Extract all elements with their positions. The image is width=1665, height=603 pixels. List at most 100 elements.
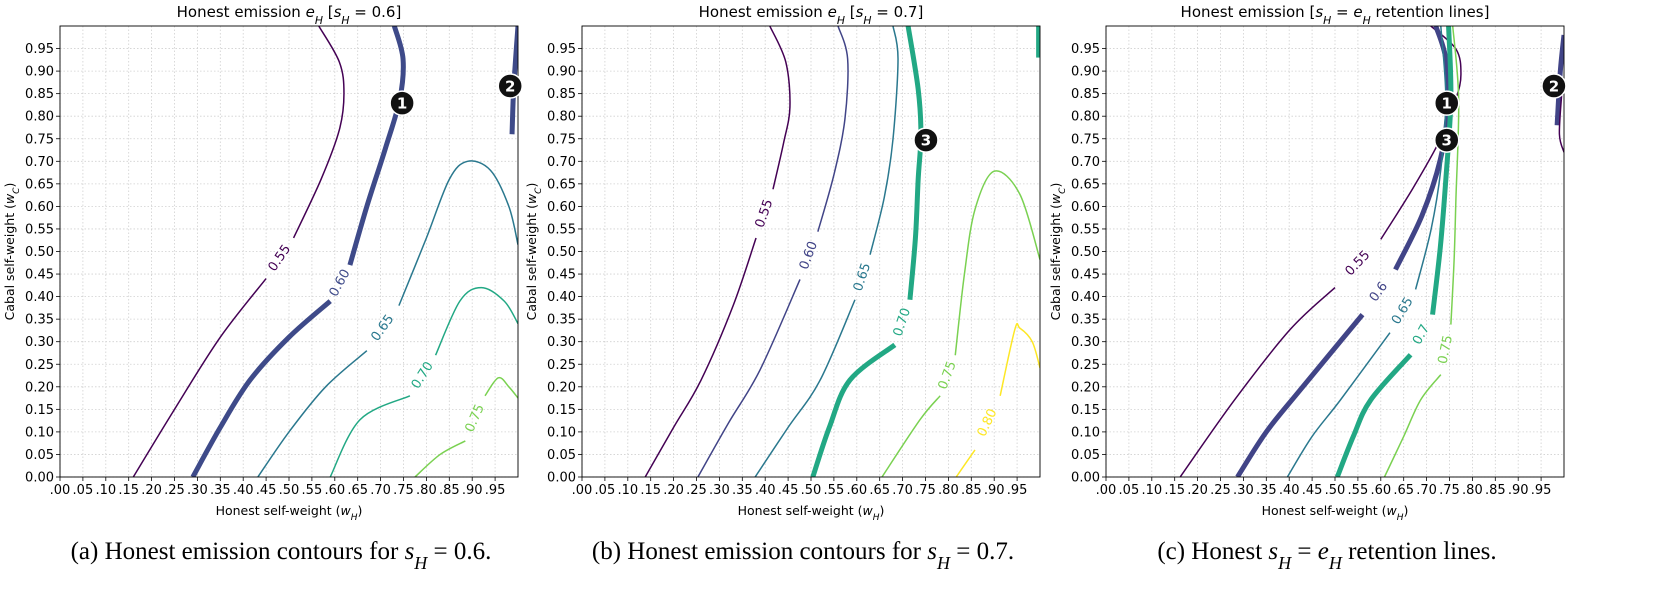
contours <box>132 26 518 477</box>
contour-line <box>644 26 791 477</box>
marker <box>913 127 939 153</box>
contour-label: 0.70 <box>409 359 437 391</box>
x-tick-label: .75 <box>1439 483 1460 498</box>
y-tick-label: 0.80 <box>547 110 576 125</box>
caption-part: s <box>405 538 415 565</box>
chart-title: Honest emission eH [sH = 0.7] <box>699 3 924 27</box>
y-tick-label: 0.20 <box>1071 380 1100 395</box>
caption-part: (b) Honest emission contours for <box>592 538 927 565</box>
y-tick-label: 0.05 <box>547 448 576 463</box>
y-tick-label: 0.75 <box>25 132 54 147</box>
y-tick-label: 0.30 <box>1071 335 1100 350</box>
chart-title-part: H <box>1323 14 1331 27</box>
x-tick-label: .95 <box>485 483 506 498</box>
y-tick-label: 0.50 <box>1071 245 1100 260</box>
y-tick-label: 0.25 <box>1071 358 1100 373</box>
y-tick-label: 0.85 <box>1071 87 1100 102</box>
x-tick-label: .15 <box>118 483 139 498</box>
contour-line <box>697 26 849 477</box>
contour-line <box>257 160 518 477</box>
y-axis-label-part: ) <box>524 183 539 188</box>
chart: .00.05.10.15.20.25.30.35.40.45.50.55.60.… <box>524 3 1041 573</box>
y-axis-label-part: C <box>534 187 544 194</box>
x-tick-label: .60 <box>1370 483 1391 498</box>
x-tick-label: .25 <box>686 483 707 498</box>
x-tick-label: .30 <box>709 483 730 498</box>
chart-title-part: s <box>1315 3 1323 21</box>
y-tick-label: 0.20 <box>547 380 576 395</box>
chart-title-part: Honest emission <box>177 3 306 21</box>
x-tick-label: .55 <box>1348 483 1369 498</box>
x-tick-label: .00 <box>50 483 71 498</box>
chart-title-part: H <box>1363 14 1371 27</box>
y-tick-label: 0.60 <box>547 200 576 215</box>
marker <box>1541 73 1567 99</box>
y-tick-label: 0.10 <box>1071 425 1100 440</box>
chart-title-part: = <box>1331 3 1353 21</box>
y-tick-label: 0.05 <box>1071 448 1100 463</box>
y-axis-label-part: ) <box>2 183 17 188</box>
x-tick-label: .15 <box>1164 483 1185 498</box>
y-axis-label-part: Cabal self-weight ( <box>2 204 17 320</box>
x-tick-label: .70 <box>1416 483 1437 498</box>
x-tick-label: .65 <box>1393 483 1414 498</box>
caption-part: (a) Honest emission contours for <box>71 538 405 565</box>
axes-frame <box>59 25 519 478</box>
chart-title-part: [ <box>845 3 856 21</box>
x-axis-label-part: w <box>1387 503 1398 518</box>
contour-line <box>1383 26 1460 477</box>
caption-part: = 0.6. <box>427 538 491 565</box>
x-tick-label: .65 <box>347 483 368 498</box>
y-tick-label: 0.10 <box>547 425 576 440</box>
x-axis-label-part: H <box>873 513 880 523</box>
caption-part: H <box>1277 553 1292 573</box>
y-axis-label: Cabal self-weight (wC) <box>2 183 22 321</box>
y-tick-label: 0.70 <box>547 155 576 170</box>
contour-label: 0.7 <box>1410 322 1433 347</box>
y-axis-label-part: C <box>12 187 22 194</box>
y-tick-label: 0.55 <box>547 222 576 237</box>
y-axis-label: Cabal self-weight (wC) <box>1048 183 1068 321</box>
x-tick-label: .50 <box>279 483 300 498</box>
x-axis-label: Honest self-weight (wH) <box>738 503 885 523</box>
x-tick-label: .45 <box>1302 483 1323 498</box>
y-tick-label: 0.00 <box>25 471 54 486</box>
x-tick-label: .00 <box>572 483 593 498</box>
x-tick-label: .50 <box>1325 483 1346 498</box>
x-tick-label: .05 <box>73 483 94 498</box>
y-tick-label: 0.50 <box>25 245 54 260</box>
marker-label: 1 <box>397 95 407 113</box>
y-tick-label: 0.60 <box>25 200 54 215</box>
contour-line <box>754 26 899 477</box>
x-tick-label: .20 <box>1187 483 1208 498</box>
y-tick-label: 0.85 <box>547 87 576 102</box>
y-tick-label: 0.30 <box>547 335 576 350</box>
y-tick-label: 0.00 <box>1071 471 1100 486</box>
y-tick-label: 0.95 <box>1071 42 1100 57</box>
x-tick-label: .70 <box>370 483 391 498</box>
x-tick-label: .85 <box>961 483 982 498</box>
x-axis-label-part: Honest self-weight ( <box>216 503 341 518</box>
y-tick-label: 0.75 <box>1071 132 1100 147</box>
contour-label: 0.75 <box>1436 334 1456 365</box>
axes-frame <box>1105 25 1565 478</box>
caption-part: H <box>1328 553 1343 573</box>
contour-label: 0.55 <box>266 242 295 274</box>
marker <box>1434 127 1460 153</box>
chart-title-part: s <box>334 3 342 21</box>
x-tick-label: .60 <box>324 483 345 498</box>
y-tick-label: 0.65 <box>547 177 576 192</box>
marker <box>389 90 415 116</box>
y-tick-label: 0.95 <box>25 42 54 57</box>
x-tick-label: .30 <box>187 483 208 498</box>
contour-line <box>881 170 1040 477</box>
marker-label: 3 <box>1442 132 1452 150</box>
x-tick-label: .80 <box>1462 483 1483 498</box>
y-axis-label-part: ) <box>1048 183 1063 188</box>
y-tick-label: 0.50 <box>547 245 576 260</box>
caption-part: = 0.7. <box>950 538 1014 565</box>
caption: (a) Honest emission contours for sH = 0.… <box>71 538 492 573</box>
chart-title-part: H <box>837 14 845 27</box>
y-tick-label: 0.35 <box>1071 313 1100 328</box>
x-tick-label: .05 <box>1119 483 1140 498</box>
